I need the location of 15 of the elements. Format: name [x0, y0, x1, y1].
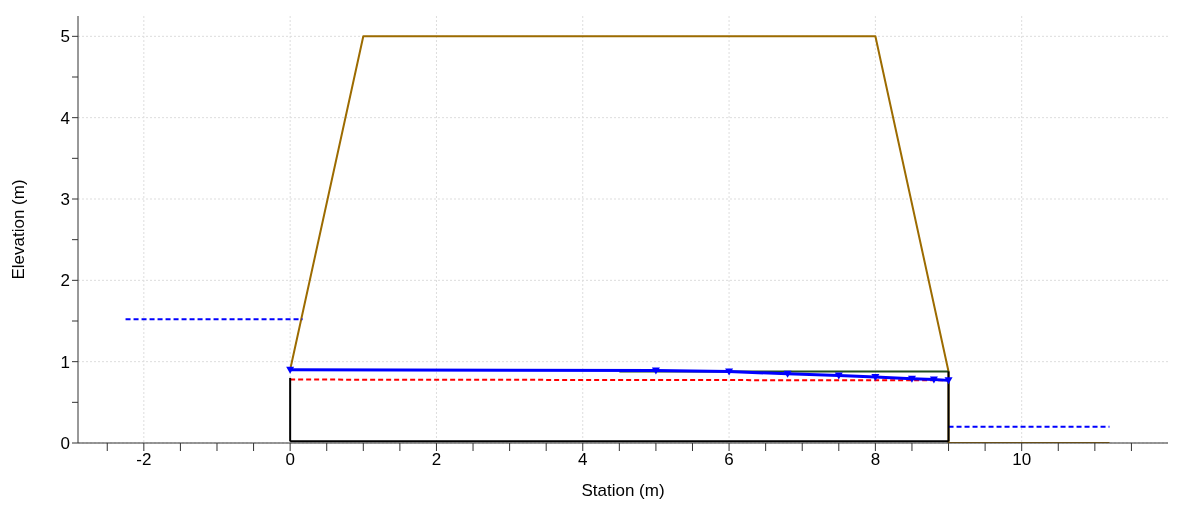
y-axis-title: Elevation (m) [9, 179, 29, 280]
x-tick-label: 6 [724, 450, 734, 470]
x-tick-label: 8 [870, 450, 881, 470]
x-axis-title: Station (m) [581, 481, 665, 500]
x-tick-label: -2 [136, 450, 152, 470]
y-tick-label: 0 [60, 434, 70, 454]
x-tick-label: 2 [431, 450, 442, 470]
y-tick-label: 1 [60, 352, 70, 372]
y-tick-label: 2 [60, 271, 70, 291]
y-tick-label: 4 [60, 108, 70, 128]
y-tick-label: 5 [60, 27, 70, 47]
x-tick-label: 10 [1012, 450, 1032, 470]
x-tick-label: 0 [285, 450, 295, 470]
y-tick-label: 3 [60, 190, 70, 210]
x-tick-label: 4 [578, 450, 588, 470]
